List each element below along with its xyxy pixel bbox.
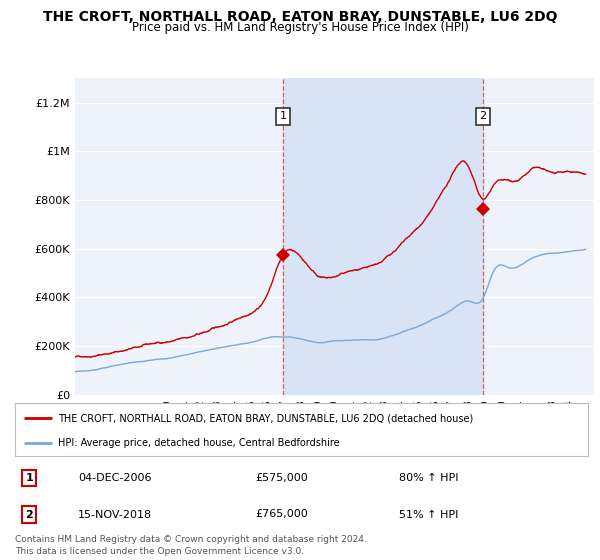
Text: HPI: Average price, detached house, Central Bedfordshire: HPI: Average price, detached house, Cent… <box>58 438 340 448</box>
Text: 2: 2 <box>479 111 487 122</box>
Text: Contains HM Land Registry data © Crown copyright and database right 2024.: Contains HM Land Registry data © Crown c… <box>15 535 367 544</box>
Text: THE CROFT, NORTHALL ROAD, EATON BRAY, DUNSTABLE, LU6 2DQ (detached house): THE CROFT, NORTHALL ROAD, EATON BRAY, DU… <box>58 413 473 423</box>
Text: 15-NOV-2018: 15-NOV-2018 <box>78 510 152 520</box>
Text: THE CROFT, NORTHALL ROAD, EATON BRAY, DUNSTABLE, LU6 2DQ: THE CROFT, NORTHALL ROAD, EATON BRAY, DU… <box>43 10 557 24</box>
Bar <box>283 78 483 395</box>
Text: 1: 1 <box>25 473 33 483</box>
Text: 51% ↑ HPI: 51% ↑ HPI <box>399 510 458 520</box>
Text: 80% ↑ HPI: 80% ↑ HPI <box>399 473 458 483</box>
Text: 04-DEC-2006: 04-DEC-2006 <box>78 473 152 483</box>
Text: £765,000: £765,000 <box>256 510 308 520</box>
Text: Price paid vs. HM Land Registry's House Price Index (HPI): Price paid vs. HM Land Registry's House … <box>131 21 469 34</box>
Text: 1: 1 <box>280 111 286 122</box>
Text: £575,000: £575,000 <box>256 473 308 483</box>
Text: This data is licensed under the Open Government Licence v3.0.: This data is licensed under the Open Gov… <box>15 547 304 556</box>
Text: 2: 2 <box>25 510 33 520</box>
